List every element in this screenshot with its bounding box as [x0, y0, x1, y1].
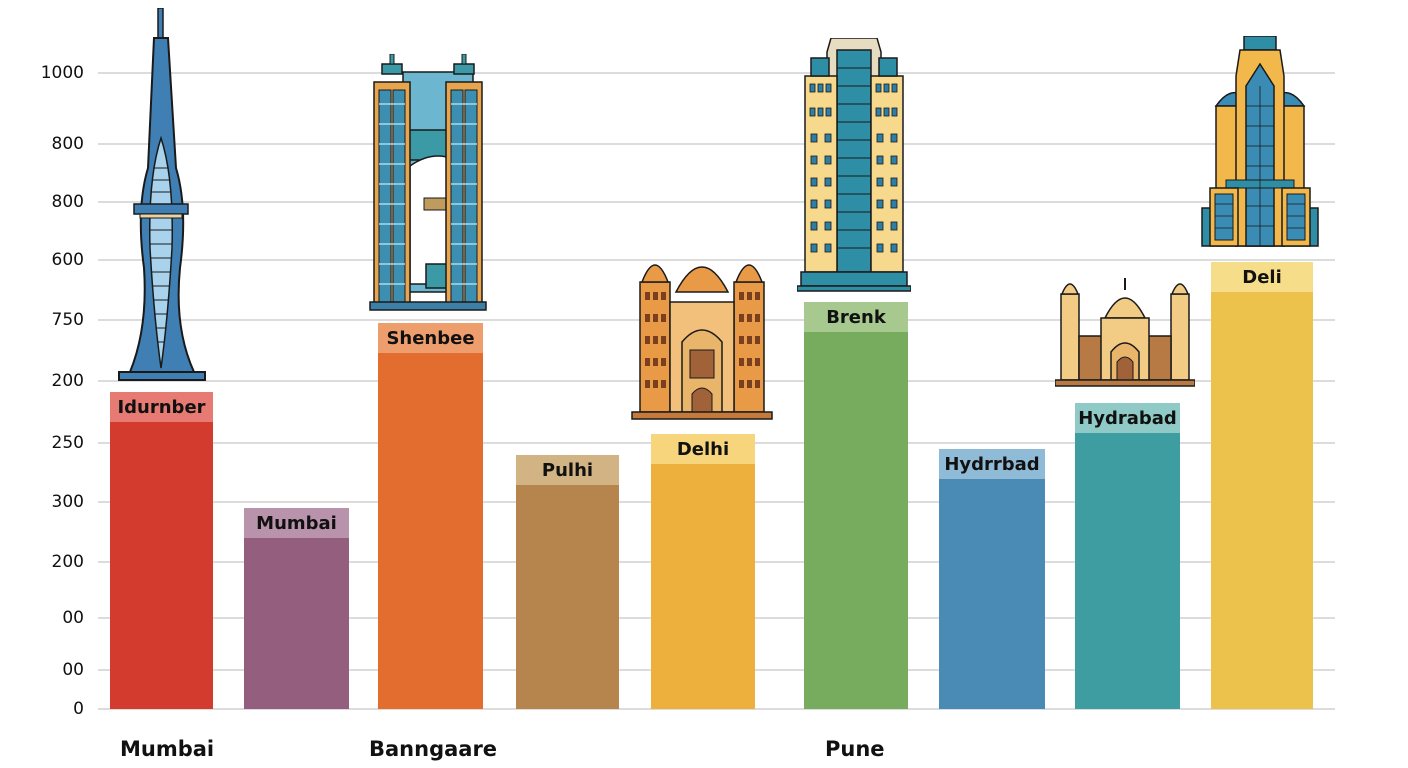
y-tick-label: 0 — [73, 699, 84, 719]
y-tick-label: 200 — [51, 371, 84, 391]
x-axis-label: Pune — [825, 737, 885, 761]
bar[interactable]: Delhi — [651, 434, 755, 709]
bar[interactable]: Brenk — [804, 302, 908, 709]
bar[interactable]: Deli — [1211, 262, 1313, 709]
bar[interactable]: Hydrrbad — [939, 449, 1045, 709]
bar[interactable]: Hydrabad — [1075, 403, 1180, 709]
bar-label: Hydrabad — [1075, 403, 1180, 433]
y-tick-label: 300 — [51, 492, 84, 512]
palace-icon — [631, 264, 773, 420]
twin-towers-icon — [369, 54, 487, 311]
y-tick-label: 1000 — [40, 63, 84, 83]
bar-label: Delhi — [651, 434, 755, 464]
bar[interactable]: Idurnber — [110, 392, 213, 709]
bar-label: Hydrrbad — [939, 449, 1045, 479]
x-axis-label: Mumbai — [120, 737, 215, 761]
gridline — [98, 143, 1335, 145]
mosque-icon — [1055, 278, 1195, 387]
gridline — [98, 708, 1335, 710]
art-deco-tower-icon — [1201, 36, 1319, 247]
y-tick-label: 00 — [62, 608, 84, 628]
y-tick-label: 800 — [51, 134, 84, 154]
bar-label: Brenk — [804, 302, 908, 332]
bar-label: Deli — [1211, 262, 1313, 292]
y-tick-label: 200 — [51, 552, 84, 572]
spire-tower-icon — [118, 8, 206, 381]
x-axis-label: Banngaare — [369, 737, 498, 761]
bar-label: Mumbai — [244, 508, 349, 538]
gridline — [98, 72, 1335, 74]
bar-label: Pulhi — [516, 455, 619, 485]
highrise-icon — [797, 38, 911, 292]
bar-label: Shenbee — [378, 323, 483, 353]
y-tick-label: 750 — [51, 310, 84, 330]
y-tick-label: 00 — [62, 660, 84, 680]
bar-label: Idurnber — [110, 392, 213, 422]
gridline — [98, 201, 1335, 203]
y-tick-label: 250 — [51, 433, 84, 453]
y-tick-label: 600 — [51, 250, 84, 270]
bar[interactable]: Shenbee — [378, 323, 483, 709]
bar[interactable]: Pulhi — [516, 455, 619, 709]
y-tick-label: 800 — [51, 192, 84, 212]
gridline — [98, 259, 1335, 261]
bar[interactable]: Mumbai — [244, 508, 349, 709]
